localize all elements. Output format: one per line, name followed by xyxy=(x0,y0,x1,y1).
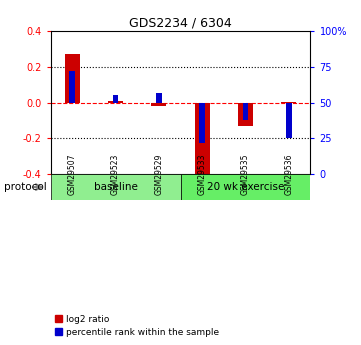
Bar xyxy=(113,96,118,102)
Bar xyxy=(238,102,253,126)
Bar xyxy=(151,102,166,106)
Legend: log2 ratio, percentile rank within the sample: log2 ratio, percentile rank within the s… xyxy=(55,315,219,337)
Text: GSM29529: GSM29529 xyxy=(155,154,163,195)
Bar xyxy=(51,174,180,200)
Bar xyxy=(180,174,310,200)
Bar xyxy=(65,54,80,102)
Title: GDS2234 / 6304: GDS2234 / 6304 xyxy=(129,17,232,30)
Bar xyxy=(195,102,210,179)
Bar xyxy=(69,71,75,102)
Bar xyxy=(199,102,205,142)
Text: baseline: baseline xyxy=(93,182,138,192)
Text: protocol: protocol xyxy=(4,182,46,192)
Text: 20 wk exercise: 20 wk exercise xyxy=(207,182,284,192)
Bar xyxy=(243,102,248,120)
Bar xyxy=(286,102,292,138)
Bar xyxy=(108,101,123,102)
Text: GSM29523: GSM29523 xyxy=(111,154,120,195)
Text: GSM29507: GSM29507 xyxy=(68,153,77,195)
Text: GSM29533: GSM29533 xyxy=(198,153,206,195)
Text: GSM29535: GSM29535 xyxy=(241,153,250,195)
Bar xyxy=(156,92,162,102)
Text: GSM29536: GSM29536 xyxy=(284,153,293,195)
